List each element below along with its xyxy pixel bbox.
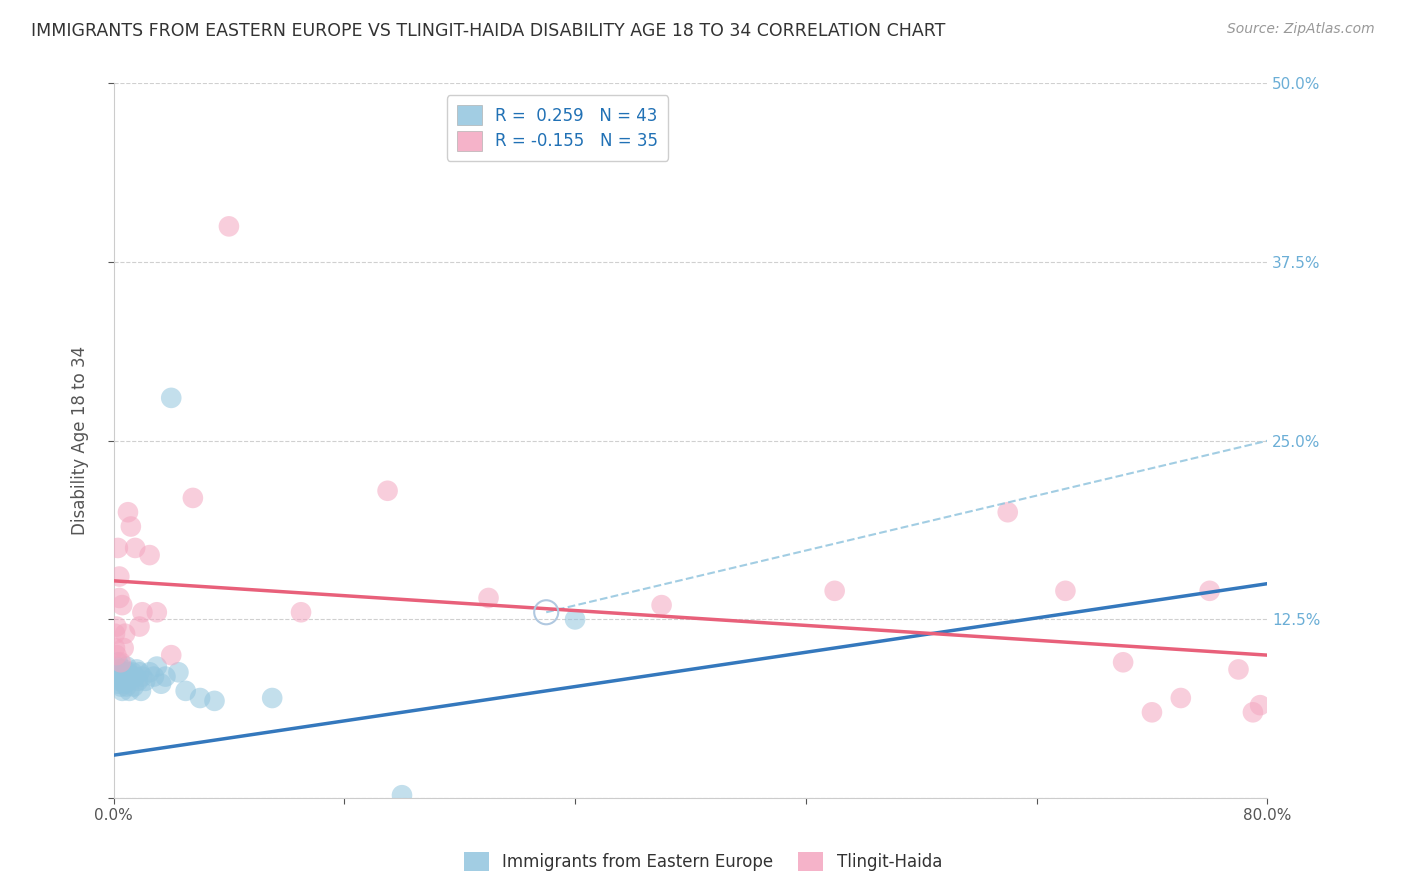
Point xyxy=(115,659,138,673)
Point xyxy=(104,626,127,640)
Point xyxy=(104,640,127,655)
Point xyxy=(111,598,134,612)
Point xyxy=(110,655,132,669)
Point xyxy=(112,673,135,688)
Point xyxy=(167,665,190,680)
Point xyxy=(204,694,226,708)
Point xyxy=(124,669,146,683)
Point xyxy=(128,665,150,680)
Point xyxy=(114,626,136,640)
Point xyxy=(108,569,131,583)
Point xyxy=(107,541,129,555)
Point xyxy=(107,677,129,691)
Point xyxy=(1241,706,1264,720)
Point xyxy=(997,505,1019,519)
Point xyxy=(105,659,128,673)
Y-axis label: Disability Age 18 to 34: Disability Age 18 to 34 xyxy=(72,346,89,535)
Point xyxy=(1112,655,1135,669)
Point xyxy=(112,662,135,676)
Point xyxy=(122,680,145,694)
Point xyxy=(218,219,240,234)
Point xyxy=(391,788,413,802)
Point xyxy=(108,662,131,676)
Point xyxy=(138,665,160,680)
Point xyxy=(117,673,139,688)
Point xyxy=(107,655,129,669)
Point xyxy=(129,684,152,698)
Point xyxy=(188,691,211,706)
Point xyxy=(564,612,586,626)
Point xyxy=(181,491,204,505)
Point xyxy=(477,591,499,605)
Point xyxy=(1198,583,1220,598)
Point xyxy=(117,665,139,680)
Point xyxy=(120,519,142,533)
Point xyxy=(128,619,150,633)
Point xyxy=(104,669,127,683)
Point xyxy=(110,680,132,694)
Point xyxy=(131,605,153,619)
Legend: Immigrants from Eastern Europe, Tlingit-Haida: Immigrants from Eastern Europe, Tlingit-… xyxy=(456,843,950,880)
Point xyxy=(174,684,197,698)
Point xyxy=(534,605,557,619)
Point xyxy=(117,505,139,519)
Point xyxy=(118,684,141,698)
Point xyxy=(105,619,128,633)
Point xyxy=(651,598,673,612)
Point xyxy=(155,669,177,683)
Point xyxy=(290,605,312,619)
Point xyxy=(1054,583,1077,598)
Point xyxy=(160,391,183,405)
Point xyxy=(131,669,153,683)
Point xyxy=(1249,698,1271,713)
Point xyxy=(111,684,134,698)
Point xyxy=(105,648,128,662)
Point xyxy=(142,669,165,683)
Point xyxy=(124,541,146,555)
Text: Source: ZipAtlas.com: Source: ZipAtlas.com xyxy=(1227,22,1375,37)
Point xyxy=(377,483,399,498)
Text: IMMIGRANTS FROM EASTERN EUROPE VS TLINGIT-HAIDA DISABILITY AGE 18 TO 34 CORRELAT: IMMIGRANTS FROM EASTERN EUROPE VS TLINGI… xyxy=(31,22,945,40)
Point xyxy=(120,669,142,683)
Point xyxy=(824,583,846,598)
Point xyxy=(108,673,131,688)
Point xyxy=(1227,662,1250,676)
Point xyxy=(146,605,169,619)
Point xyxy=(108,591,131,605)
Point xyxy=(114,669,136,683)
Point xyxy=(114,677,136,691)
Point xyxy=(160,648,183,662)
Point xyxy=(112,640,135,655)
Point xyxy=(111,665,134,680)
Point xyxy=(1170,691,1192,706)
Point xyxy=(110,669,132,683)
Point xyxy=(105,665,128,680)
Point xyxy=(115,680,138,694)
Point xyxy=(262,691,284,706)
Point xyxy=(1140,706,1163,720)
Point xyxy=(127,673,149,688)
Point xyxy=(121,665,143,680)
Point xyxy=(134,673,156,688)
Point xyxy=(146,659,169,673)
Point xyxy=(138,548,160,562)
Point xyxy=(150,677,173,691)
Point xyxy=(125,662,148,676)
Legend: R =  0.259   N = 43, R = -0.155   N = 35: R = 0.259 N = 43, R = -0.155 N = 35 xyxy=(447,95,668,161)
